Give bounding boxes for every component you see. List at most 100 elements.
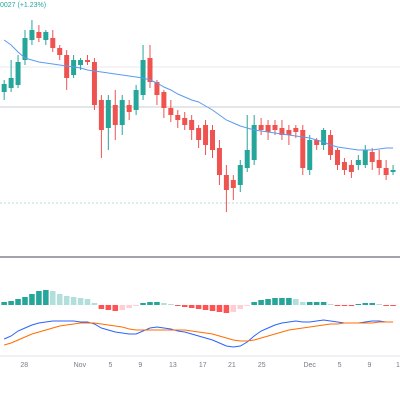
macd-histogram-bar [334, 305, 341, 306]
x-tick-label: 17 [199, 362, 207, 369]
macd-histogram-bar [1, 302, 7, 305]
candle-body [376, 160, 382, 168]
macd-histogram-bar [202, 305, 209, 310]
macd-histogram-bar [272, 298, 278, 305]
macd-histogram-bar [300, 302, 306, 305]
candle-body [279, 128, 285, 135]
candle-body [91, 62, 97, 105]
macd-histogram-bar [133, 305, 139, 306]
candle-body [293, 128, 299, 132]
macd-histogram-bar [327, 304, 334, 305]
macd-histogram-bar [140, 303, 146, 305]
candle-body [78, 60, 84, 65]
candle-body [355, 160, 361, 165]
x-tick-label: Nov [74, 362, 87, 369]
macd-histogram-bar [348, 305, 355, 306]
x-tick-label: 13 [169, 362, 177, 369]
macd-histogram-bar [390, 305, 396, 306]
macd-histogram-bar [63, 296, 70, 305]
candle-body [1, 84, 7, 92]
x-tick-label: 5 [338, 362, 342, 369]
macd-histogram-bar [341, 305, 348, 306]
candle-body [369, 152, 375, 162]
candle-body [258, 125, 264, 130]
macd-histogram-bar [22, 297, 28, 305]
macd-histogram-bar [36, 291, 42, 305]
candle-body [390, 170, 396, 172]
macd-histogram-bar [168, 304, 174, 305]
macd-histogram-bar [244, 305, 250, 306]
candle-body [85, 60, 90, 62]
macd-histogram-bar [279, 298, 285, 305]
macd-histogram-bar [91, 303, 98, 305]
candle-body [98, 100, 104, 130]
macd-histogram-bar [175, 305, 181, 306]
macd-histogram-bar [223, 305, 230, 313]
macd-histogram-bar [320, 302, 327, 305]
candle-body [15, 62, 21, 85]
candle-body [341, 162, 347, 170]
candle-body [22, 38, 28, 60]
candle-body [168, 108, 174, 115]
macd-histogram-bar [8, 301, 14, 305]
candle-body [265, 125, 271, 132]
macd-histogram-bar [77, 298, 84, 305]
candle-body [29, 30, 35, 40]
x-tick-label: 21 [228, 362, 236, 369]
macd-histogram-bar [209, 305, 216, 311]
macd-histogram-bar [230, 305, 237, 312]
x-tick-label: 9 [138, 362, 142, 369]
candle-body [230, 180, 236, 188]
x-tick-label: 9 [367, 362, 371, 369]
candle-body [286, 130, 292, 135]
candle-body [196, 128, 202, 140]
x-tick-label: 5 [108, 362, 112, 369]
macd-histogram-bar [251, 302, 257, 305]
candle-body [161, 92, 167, 108]
macd-histogram-bar [195, 305, 202, 309]
macd-histogram-bar [84, 299, 91, 305]
signal-line [4, 321, 394, 346]
macd-histogram-bar [43, 290, 49, 305]
candle-body [314, 140, 320, 145]
macd-histogram-bar [119, 305, 125, 310]
macd-histogram-bar [383, 305, 389, 306]
macd-histogram-bar [105, 305, 112, 310]
macd-histogram-bar [15, 299, 21, 305]
candle-body [57, 48, 63, 55]
macd-histogram-bar [56, 294, 63, 305]
price-annotation: 0027 (+1.23%) [0, 2, 46, 9]
candle-body [105, 100, 111, 128]
macd-histogram-bar [216, 305, 223, 312]
candle-body [36, 32, 42, 38]
macd-histogram-bar [50, 291, 56, 305]
macd-histogram-bar [181, 305, 188, 307]
macd-histogram-bar [126, 305, 132, 308]
macd-histogram-bar [29, 294, 35, 305]
x-tick-label: 1 [396, 362, 400, 369]
candle-body [223, 175, 229, 190]
candle-body [126, 105, 132, 112]
candle-body [237, 165, 243, 185]
candle-body [189, 120, 195, 130]
candle-body [383, 168, 389, 175]
macd-line [3, 319, 394, 348]
macd-histogram-bar [188, 305, 195, 308]
candle-body [182, 118, 188, 125]
candle-body [210, 130, 215, 150]
candle-body [335, 150, 340, 165]
candle-body [112, 105, 118, 125]
candle-body [8, 78, 14, 88]
candle-body [119, 100, 125, 125]
macd-histogram-bar [286, 298, 292, 305]
x-tick-label: 25 [258, 362, 266, 369]
candle-body [154, 82, 160, 95]
macd-histogram-bar [112, 305, 119, 311]
macd-histogram-bar [258, 300, 264, 305]
macd-histogram-bar [265, 299, 271, 305]
macd-histogram-bar [237, 305, 244, 309]
macd-histogram-bar [355, 304, 362, 305]
candle-body [321, 130, 327, 145]
candle-body [348, 165, 354, 172]
